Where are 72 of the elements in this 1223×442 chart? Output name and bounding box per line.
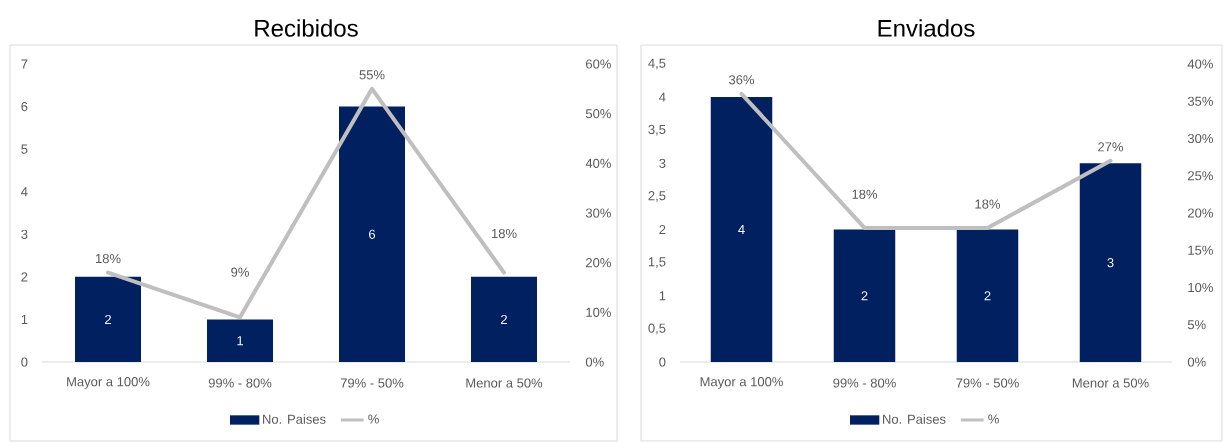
y2-tick-label: 5% xyxy=(1187,320,1206,330)
y-tick-label: 6 xyxy=(21,101,28,112)
y-tick-label: 1 xyxy=(659,291,666,301)
y2-tick-label: 40% xyxy=(1187,59,1213,69)
y-tick-label: 4 xyxy=(659,92,666,102)
y2-tick-label: 0% xyxy=(585,357,604,367)
y-tick-label: 0 xyxy=(659,357,666,367)
y-tick-label: 4,5 xyxy=(648,58,666,70)
x-tick-label: 99% - 80% xyxy=(833,378,896,388)
data-label: 4 xyxy=(738,225,745,235)
y2-tick-label: 35% xyxy=(1187,96,1213,106)
legend-label: No. Paises xyxy=(263,414,326,424)
data-label: 6 xyxy=(369,229,376,239)
data-label: 2 xyxy=(861,291,868,301)
y2-tick-label: 10% xyxy=(1188,282,1213,293)
y2-tick-label: 30% xyxy=(585,208,611,218)
x-tick-label: 79% - 50% xyxy=(340,378,404,388)
y2-tick-label: 30% xyxy=(1187,133,1213,144)
x-tick-label: Mayor a 100% xyxy=(67,377,150,389)
y2-tick-label: 25% xyxy=(1188,171,1213,181)
data-label: 9% xyxy=(231,267,249,277)
data-label: 18% xyxy=(852,189,878,199)
y-tick-label: 2 xyxy=(659,225,666,235)
data-label: 36% xyxy=(729,75,755,85)
y-tick-label: 1,5 xyxy=(648,257,666,268)
x-tick-label: 79% - 50% xyxy=(956,378,1019,388)
legend-label: % xyxy=(988,414,999,424)
y2-tick-label: 0% xyxy=(1187,357,1206,367)
y-tick-label: 0,5 xyxy=(648,323,666,335)
data-label: 18% xyxy=(95,253,121,264)
data-label: 1 xyxy=(237,336,244,346)
x-tick-label: Mayor a 100% xyxy=(700,377,783,389)
data-label: 2 xyxy=(984,291,991,301)
y-tick-label: 3 xyxy=(659,158,666,168)
data-label: 3 xyxy=(1107,258,1114,268)
bar xyxy=(956,229,1019,362)
y-tick-label: 5 xyxy=(21,144,28,154)
data-label: 18% xyxy=(491,228,517,239)
bar xyxy=(1079,163,1142,362)
bar xyxy=(833,229,896,362)
y2-tick-label: 60% xyxy=(586,59,611,69)
data-label: 18% xyxy=(975,199,1001,209)
y-tick-label: 3 xyxy=(21,229,28,239)
x-tick-label: Menor a 50% xyxy=(1072,378,1149,388)
legend-label: % xyxy=(368,414,379,424)
y2-tick-label: 20% xyxy=(586,258,611,268)
y2-tick-label: 40% xyxy=(585,158,611,168)
y2-tick-label: 50% xyxy=(585,109,611,119)
bar xyxy=(710,97,773,362)
y2-tick-label: 20% xyxy=(1188,208,1213,218)
bar xyxy=(207,319,274,362)
y2-tick-label: 15% xyxy=(1188,245,1213,255)
y-tick-label: 3,5 xyxy=(648,124,666,136)
data-label: 2 xyxy=(105,314,111,324)
y-tick-label: 1 xyxy=(21,314,28,324)
data-label: 2 xyxy=(501,314,507,324)
data-label: 55% xyxy=(359,70,385,80)
y-tick-label: 2 xyxy=(21,272,28,282)
bar xyxy=(75,276,142,362)
x-tick-label: 99% - 80% xyxy=(208,378,272,388)
legend-label: No. Paises xyxy=(883,414,946,424)
y-tick-label: 7 xyxy=(21,59,28,69)
y2-tick-label: 10% xyxy=(586,307,611,317)
chart-title: Recibidos xyxy=(255,19,358,37)
y-tick-label: 0 xyxy=(21,357,28,367)
bar xyxy=(339,106,406,362)
y-tick-label: 2,5 xyxy=(648,191,666,202)
chart-title: Enviados xyxy=(878,19,975,37)
y-tick-label: 4 xyxy=(21,187,28,197)
data-label: 27% xyxy=(1098,142,1124,152)
bar xyxy=(471,276,538,362)
x-tick-label: Menor a 50% xyxy=(466,378,543,388)
